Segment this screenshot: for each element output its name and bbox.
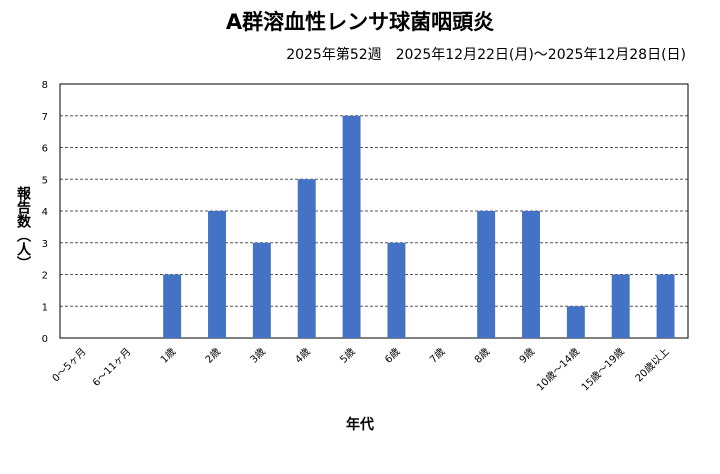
chart-title: A群溶血性レンサ球菌咽頭炎 (225, 10, 495, 34)
y-tick-label: 6 (42, 144, 48, 155)
bar (163, 274, 182, 338)
y-tick-label: 7 (42, 112, 48, 123)
x-tick-label: 5歳 (338, 346, 358, 366)
y-tick-label: 0 (42, 334, 48, 345)
y-tick-label: 4 (42, 207, 48, 218)
x-tick-label: 0～5ヶ月 (50, 346, 89, 385)
y-tick-label: 8 (42, 80, 48, 91)
bar (252, 242, 271, 338)
y-tick-label: 1 (42, 302, 48, 313)
x-tick-label: 9歳 (517, 346, 537, 366)
bar (477, 211, 496, 338)
x-tick-label: 1歳 (158, 346, 178, 366)
bar (387, 242, 406, 338)
bar (566, 306, 585, 338)
y-axis-label: 報告数（人） (15, 186, 31, 270)
bar (208, 211, 226, 338)
x-tick-label: 2歳 (203, 346, 223, 366)
x-tick-label: 6歳 (382, 346, 402, 366)
x-tick-label: 20歳以上 (633, 346, 672, 385)
y-tick-label: 2 (42, 271, 48, 282)
y-tick-label: 3 (42, 239, 48, 250)
x-tick-label: 6～11ヶ月 (90, 346, 133, 389)
chart-subtitle: 2025年第52週 2025年12月22日(月)～2025年12月28日(日) (286, 47, 686, 63)
x-tick-label: 8歳 (472, 346, 492, 366)
bar (656, 274, 675, 338)
x-axis-label: 年代 (346, 417, 374, 433)
y-tick-label: 5 (42, 175, 48, 186)
bar (611, 274, 630, 338)
x-tick-label: 15歳～19歳 (579, 346, 627, 394)
x-tick-label: 3歳 (248, 346, 268, 366)
x-tick-label: 7歳 (427, 346, 447, 366)
bar (522, 211, 540, 338)
x-tick-label: 10歳～14歳 (534, 346, 582, 394)
plot-frame (59, 83, 689, 339)
x-tick-label: 4歳 (293, 346, 313, 366)
bar (297, 179, 316, 338)
bar (342, 115, 361, 338)
